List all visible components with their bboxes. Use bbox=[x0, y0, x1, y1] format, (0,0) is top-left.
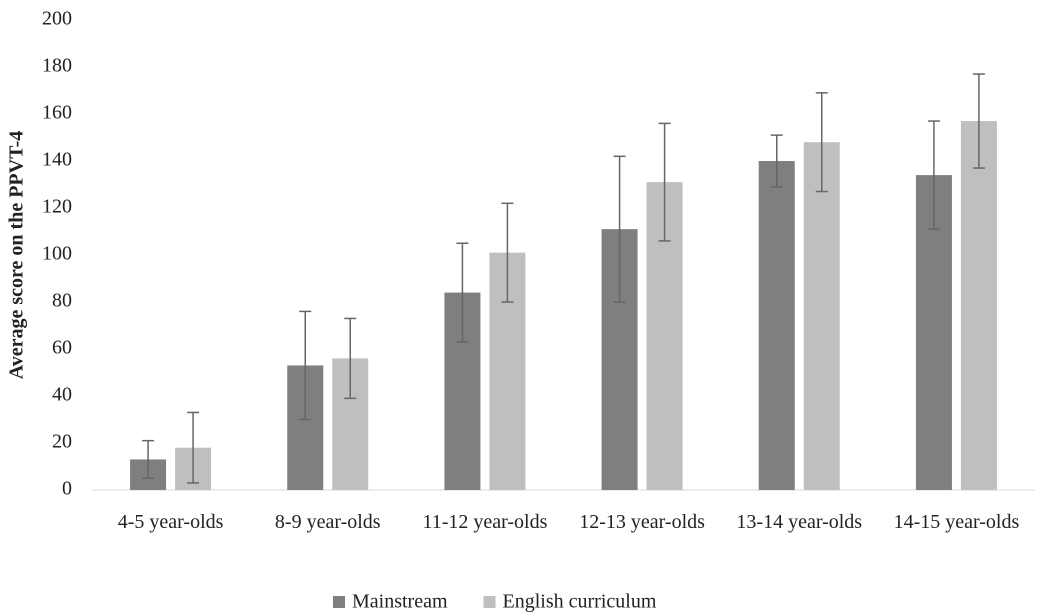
y-axis-label: Average score on the PPVT-4 bbox=[6, 131, 28, 379]
y-tick-label: 60 bbox=[52, 337, 72, 359]
bar bbox=[758, 161, 795, 490]
y-tick-label: 40 bbox=[52, 384, 72, 406]
error-bar bbox=[770, 134, 783, 188]
error-bar bbox=[456, 242, 469, 343]
legend-swatch bbox=[333, 596, 345, 608]
error-bar bbox=[142, 439, 155, 479]
error-bar bbox=[815, 92, 828, 193]
bar bbox=[960, 121, 997, 491]
legend-label: Mainstream bbox=[352, 591, 448, 613]
y-tick-label: 80 bbox=[52, 290, 72, 312]
y-tick-label: 100 bbox=[42, 243, 72, 265]
y-tick-label: 160 bbox=[42, 102, 72, 124]
x-tick-label: 4-5 year-olds bbox=[117, 511, 224, 533]
bar bbox=[803, 142, 840, 490]
x-tick-label: 8-9 year-olds bbox=[274, 511, 381, 533]
legend-label: English curriculum bbox=[503, 591, 657, 613]
y-tick-label: 180 bbox=[42, 55, 72, 77]
error-bar bbox=[344, 317, 357, 400]
x-tick-label: 11-12 year-olds bbox=[422, 511, 548, 533]
error-bar bbox=[501, 202, 514, 303]
error-bar bbox=[658, 122, 671, 242]
x-tick-label: 13-14 year-olds bbox=[736, 511, 863, 533]
error-bar bbox=[299, 310, 312, 421]
legend-swatch bbox=[483, 596, 496, 608]
error-bar bbox=[613, 155, 626, 303]
y-tick-label: 140 bbox=[42, 149, 72, 171]
y-tick-label: 200 bbox=[42, 8, 72, 30]
y-tick-label: 20 bbox=[52, 431, 72, 453]
x-tick-label: 14-15 year-olds bbox=[893, 511, 1020, 533]
y-tick-label: 0 bbox=[62, 478, 72, 500]
error-bar bbox=[972, 73, 985, 169]
error-bar bbox=[187, 411, 200, 484]
x-tick-label: 12-13 year-olds bbox=[579, 511, 705, 533]
error-bar bbox=[927, 120, 940, 230]
y-tick-label: 120 bbox=[42, 196, 72, 218]
